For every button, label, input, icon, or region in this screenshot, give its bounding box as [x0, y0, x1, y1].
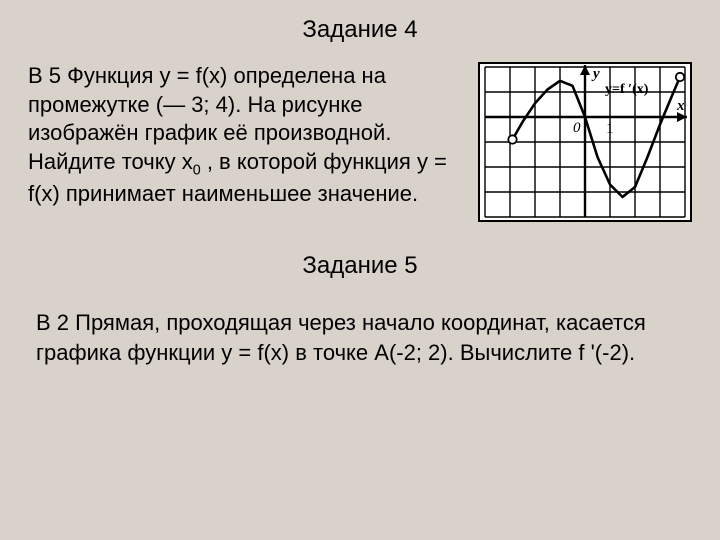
- svg-text:1: 1: [606, 121, 614, 137]
- task4-heading: Задание 4: [28, 16, 692, 44]
- svg-text:y=f ′(x): y=f ′(x): [605, 82, 649, 97]
- svg-text:y: y: [591, 66, 600, 82]
- svg-text:0: 0: [573, 120, 581, 136]
- svg-text:x: x: [676, 98, 685, 114]
- chart-svg: y x y=f ′(x) 0 1: [480, 64, 690, 220]
- task4-block: В 5 Функция y = f(x) определена на проме…: [28, 62, 692, 222]
- task5-text: В 2 Прямая, проходящая через начало коор…: [28, 308, 692, 367]
- task4-text: В 5 Функция y = f(x) определена на проме…: [28, 62, 466, 208]
- page: Задание 4 В 5 Функция y = f(x) определен…: [0, 0, 720, 540]
- task5-heading: Задание 5: [28, 252, 692, 280]
- derivative-chart: y x y=f ′(x) 0 1: [478, 62, 692, 222]
